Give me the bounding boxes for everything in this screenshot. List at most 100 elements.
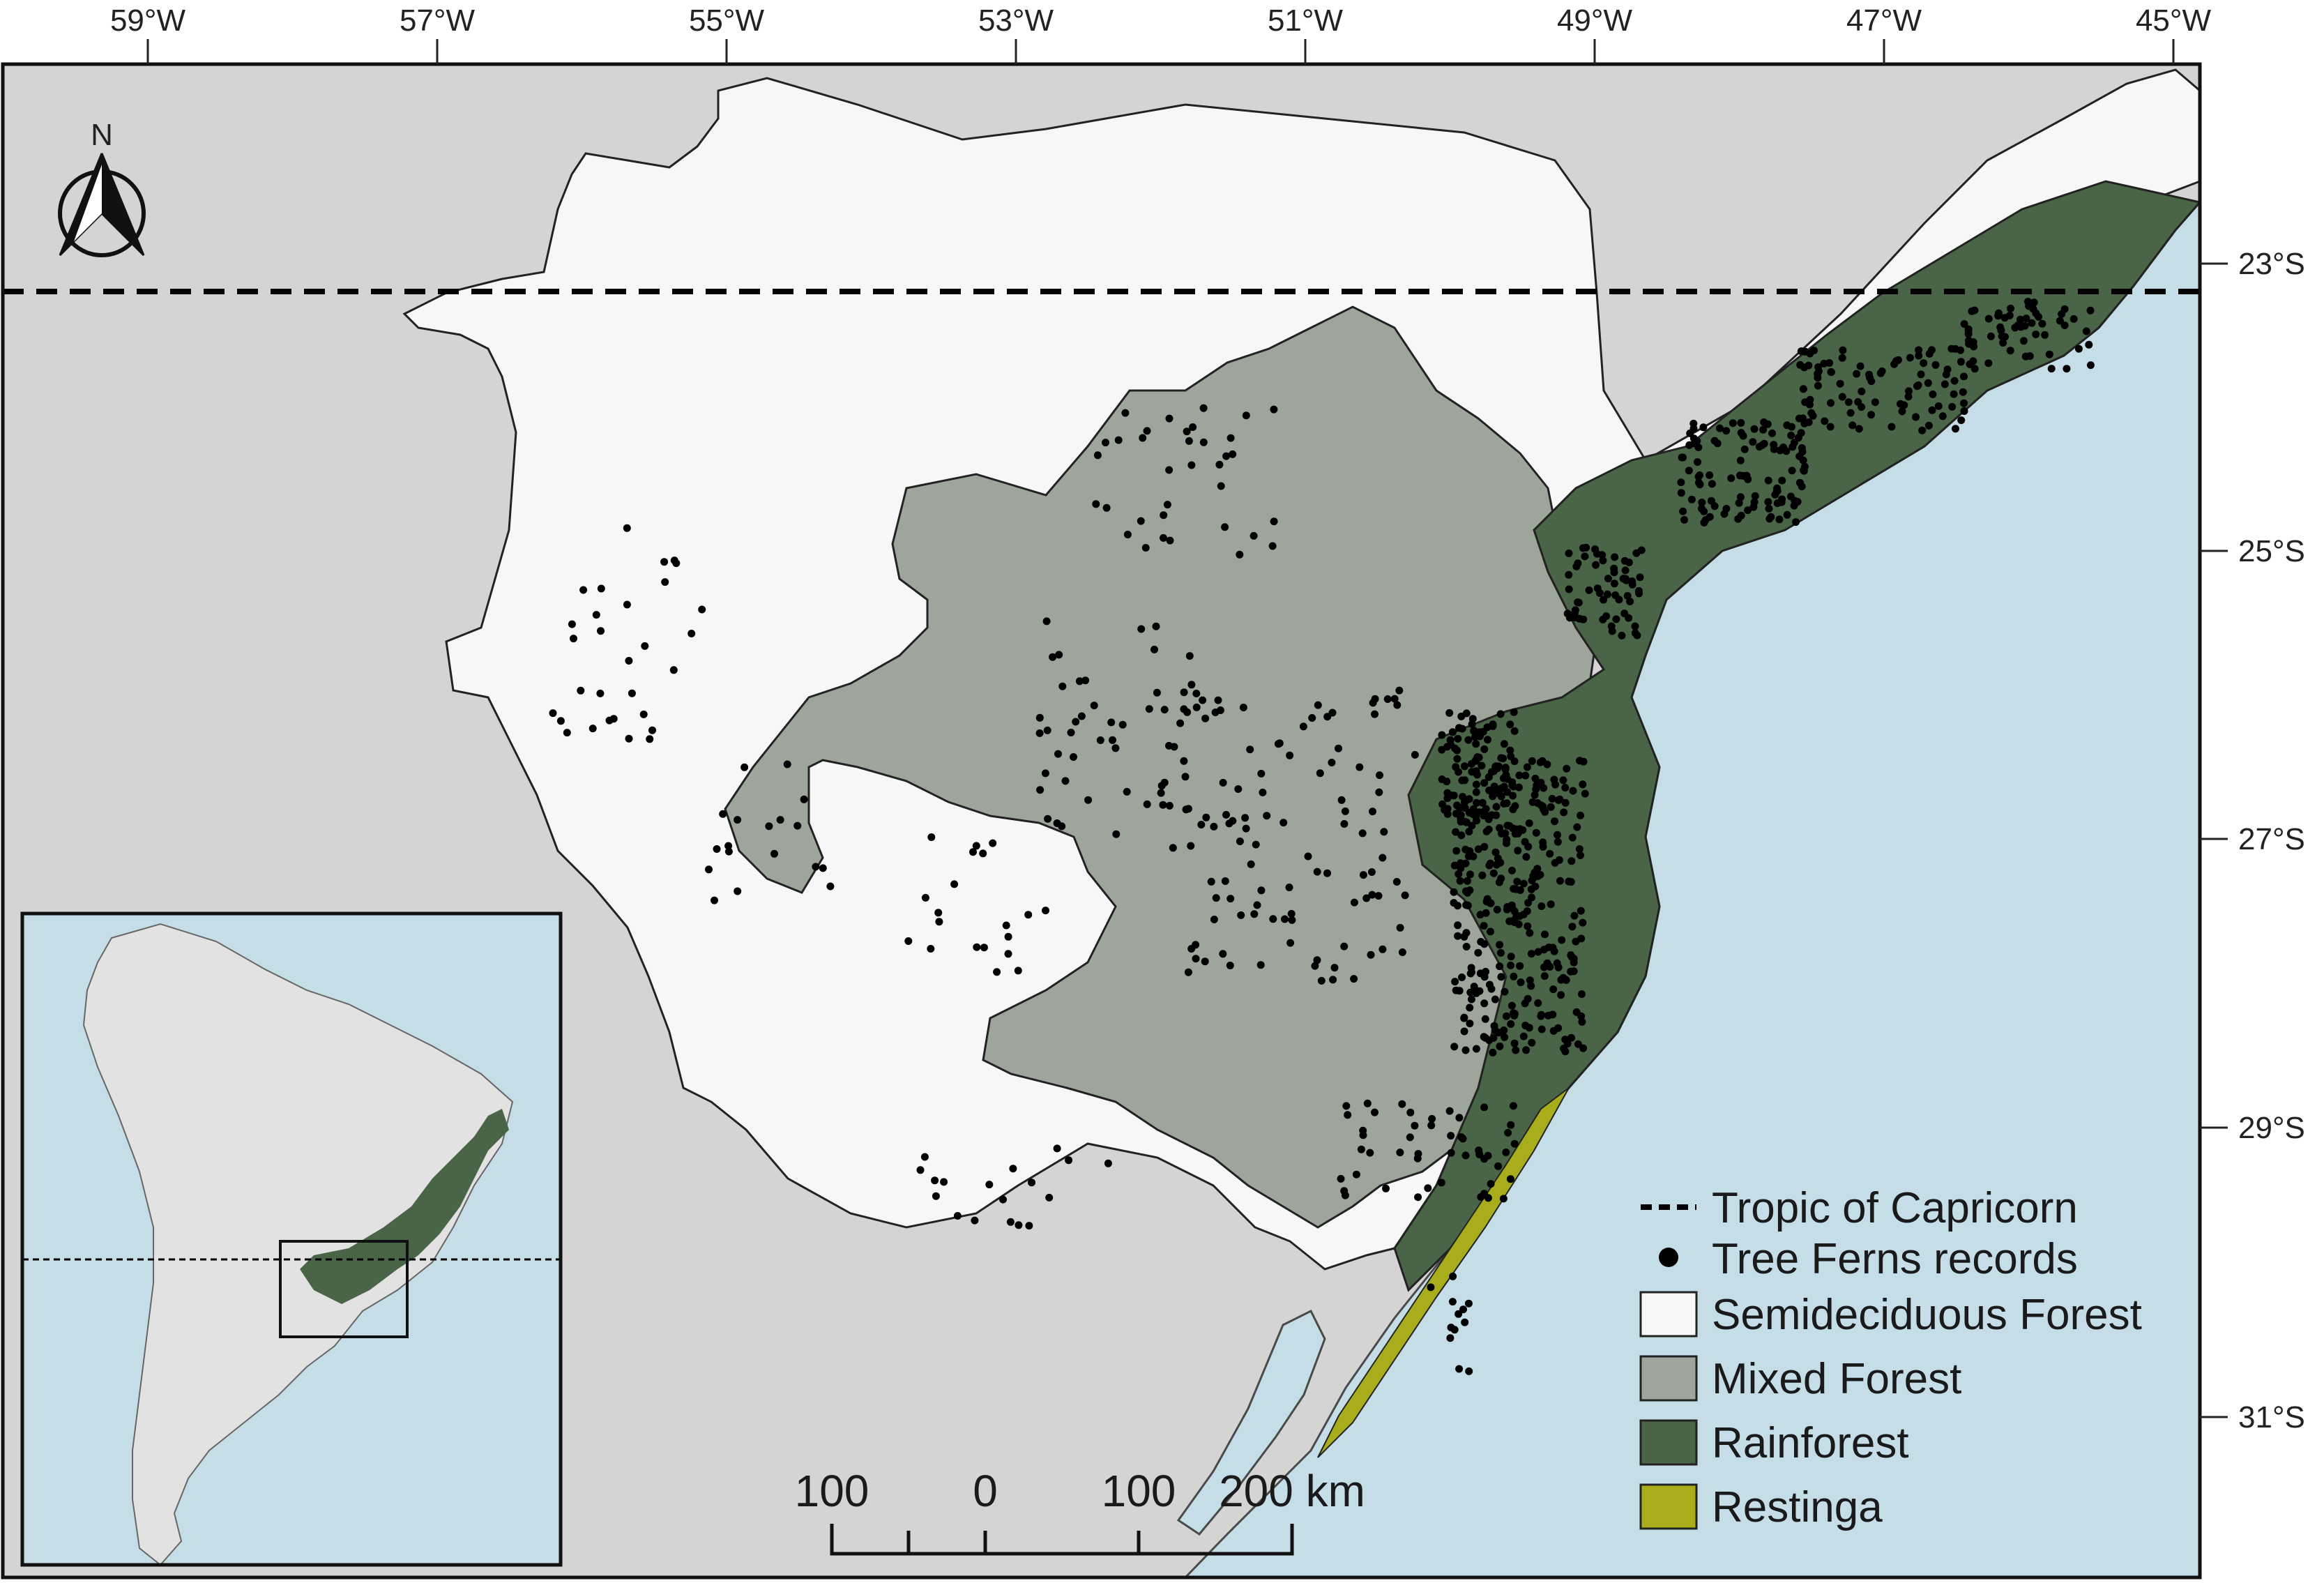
tree-fern-record-point (1966, 360, 1974, 368)
tree-fern-record-point (1153, 688, 1161, 697)
tree-fern-record-point (1340, 1187, 1349, 1195)
tree-fern-record-point (1474, 948, 1482, 957)
tree-fern-record-point (1456, 803, 1464, 812)
tree-fern-record-point (1107, 718, 1116, 727)
tree-fern-record-point (1924, 421, 1933, 430)
tree-fern-record-point (1180, 757, 1188, 765)
tree-fern-record-point (2000, 314, 2009, 322)
tree-fern-record-point (1611, 553, 1619, 561)
tree-fern-record-point (1180, 705, 1188, 713)
tree-fern-record-point (1768, 429, 1776, 437)
lagoon (1176, 1309, 1326, 1536)
tree-fern-record-point (1489, 869, 1498, 877)
tree-fern-record-point (1152, 622, 1160, 630)
tree-fern-record-point (1466, 1020, 1474, 1028)
tree-fern-record-point (1350, 975, 1358, 983)
tree-fern-record-point (1710, 437, 1719, 445)
tree-fern-record-point (1328, 759, 1336, 766)
tree-fern-record-point (1561, 798, 1570, 807)
legend-label: Tropic of Capricorn (1712, 1184, 2078, 1232)
tree-fern-record-point (770, 849, 778, 858)
tree-fern-record-point (1694, 473, 1703, 480)
tree-fern-record-point (1482, 909, 1490, 917)
tree-fern-record-point (2032, 309, 2040, 317)
tree-fern-record-point (625, 657, 633, 665)
lon-label: 45°W (2136, 3, 2212, 38)
tree-fern-record-point (1337, 1174, 1345, 1183)
north-arrow-icon: N (58, 118, 146, 257)
tree-fern-record-point (1737, 429, 1745, 437)
tree-fern-record-point (1308, 714, 1316, 722)
tree-fern-record-point (1960, 407, 1968, 415)
tree-fern-record-point (1210, 916, 1218, 923)
tree-fern-record-point (1014, 967, 1022, 975)
tree-fern-record-point (2056, 317, 2064, 325)
tree-fern-record-point (1686, 429, 1694, 437)
tree-fern-record-point (1737, 511, 1745, 520)
tree-fern-record-point (1143, 800, 1151, 808)
tree-fern-record-point (1357, 1145, 1365, 1153)
tree-fern-record-point (1800, 363, 1808, 372)
tree-fern-record-point (1199, 438, 1208, 446)
tree-fern-record-point (1455, 1114, 1464, 1122)
tree-fern-record-point (1941, 380, 1949, 388)
tree-fern-record-point (1219, 778, 1227, 787)
tree-fern-record-point (1507, 1020, 1515, 1028)
rainforest-region (1393, 180, 2200, 1292)
tree-fern-record-point (734, 816, 742, 824)
tree-fern-record-point (1160, 511, 1168, 520)
tree-fern-record-point (1165, 466, 1174, 474)
tree-fern-record-point (1570, 911, 1579, 920)
tree-fern-record-point (1480, 922, 1488, 930)
tree-fern-record-point (1121, 409, 1130, 417)
tree-fern-record-point (1694, 458, 1701, 466)
tree-fern-record-point (1480, 745, 1489, 753)
tree-fern-record-point (1411, 1121, 1419, 1130)
tree-fern-record-point (1579, 757, 1588, 766)
scale-label: 0 (973, 1466, 998, 1516)
tree-fern-record-point (1570, 614, 1579, 622)
tree-fern-record-point (596, 689, 605, 697)
tree-fern-record-point (1900, 401, 1908, 409)
tree-fern-record-point (1557, 991, 1565, 999)
tree-fern-record-point (1487, 1180, 1495, 1188)
tree-fern-record-point (1092, 500, 1100, 508)
tree-fern-record-point (1798, 444, 1806, 452)
tree-fern-record-point (1304, 852, 1312, 861)
tree-fern-record-point (1541, 808, 1549, 816)
tree-fern-record-point (1493, 905, 1501, 914)
tree-fern-record-point (1461, 859, 1470, 868)
tree-fern-record-point (1489, 720, 1497, 729)
tree-fern-record-point (1480, 842, 1489, 851)
tree-fern-record-point (1948, 402, 1957, 411)
tree-fern-record-point (1524, 922, 1532, 930)
tree-fern-record-point (1578, 990, 1586, 998)
tree-fern-record-point (1984, 359, 1993, 368)
tree-fern-record-point (1500, 1026, 1508, 1034)
tree-fern-record-point (1448, 1298, 1457, 1306)
lon-label: 49°W (1557, 3, 1633, 38)
tree-fern-record-point (973, 943, 981, 951)
tree-fern-record-point (1157, 782, 1166, 790)
tree-fern-record-point (1522, 853, 1531, 861)
tree-fern-record-point (1491, 995, 1499, 1003)
tree-fern-record-point (1270, 517, 1278, 526)
tree-fern-record-point (1460, 932, 1468, 941)
tree-fern-record-point (1236, 838, 1244, 845)
tree-fern-record-point (1474, 845, 1482, 854)
tree-fern-record-point (971, 1216, 979, 1225)
tree-fern-record-point (1268, 542, 1277, 550)
tree-fern-record-point (1814, 381, 1822, 390)
tree-fern-record-point (1281, 915, 1289, 923)
tree-fern-record-point (1775, 515, 1784, 524)
tree-fern-record-point (734, 887, 742, 895)
tree-fern-record-point (1519, 1032, 1528, 1040)
tree-fern-record-point (1478, 762, 1486, 770)
tree-fern-record-point (1585, 586, 1593, 594)
tree-fern-record-point (1257, 886, 1266, 895)
tree-fern-record-point (1184, 968, 1192, 976)
tree-fern-record-point (1524, 842, 1533, 851)
tree-fern-record-point (1522, 1046, 1531, 1054)
tree-fern-record-point (724, 842, 733, 850)
